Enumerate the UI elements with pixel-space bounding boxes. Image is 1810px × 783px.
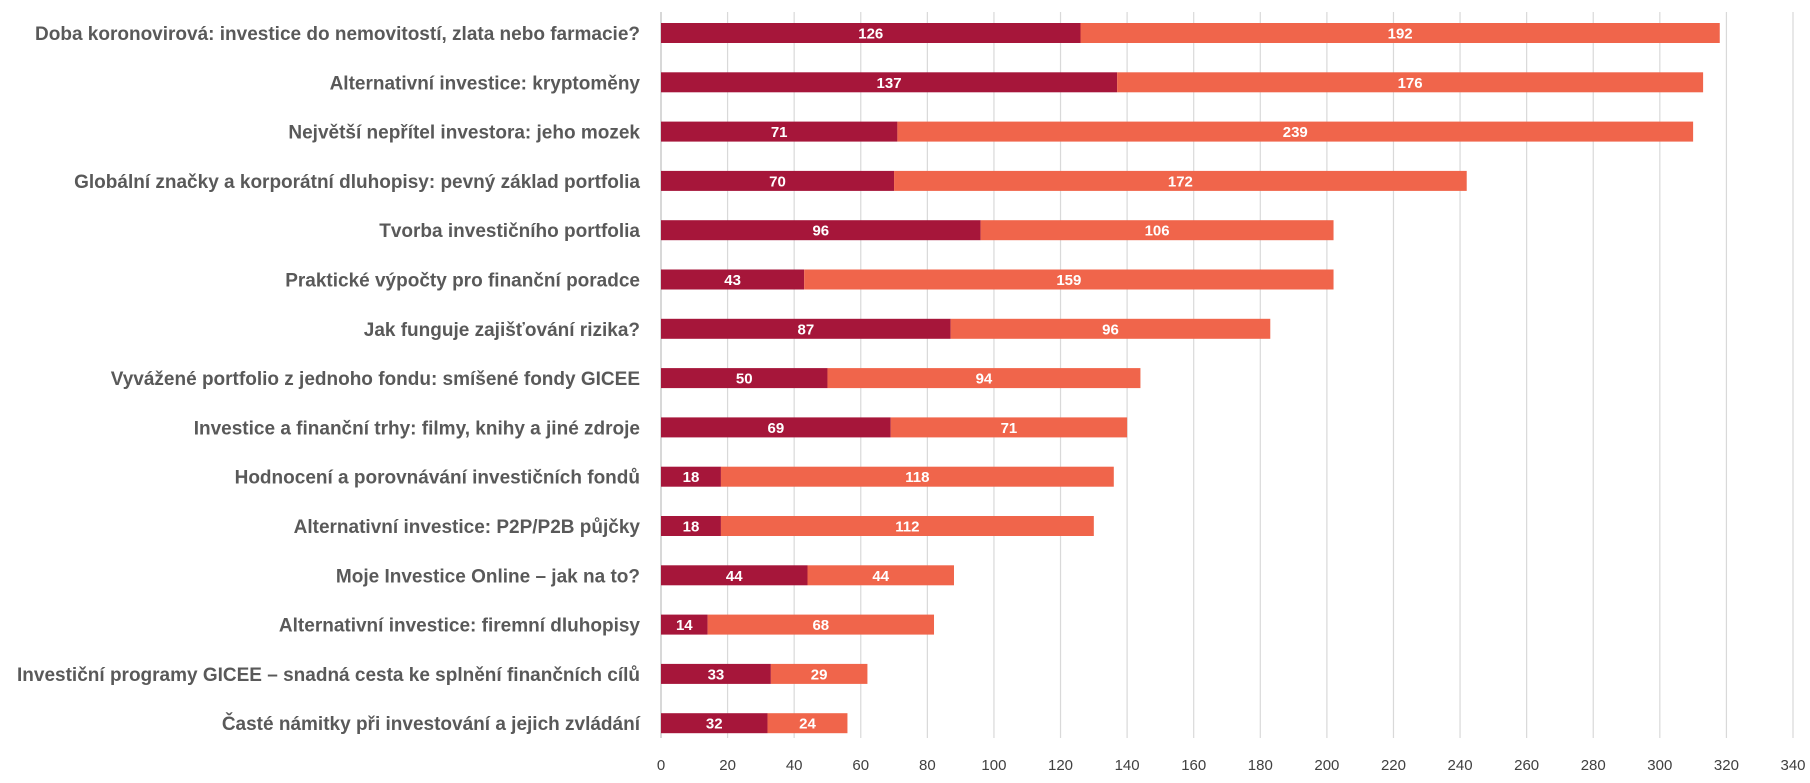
data-label: 176: [1398, 75, 1423, 92]
data-label: 44: [872, 568, 889, 585]
bar-segment-series-2: [827, 368, 1141, 389]
data-label: 33: [708, 666, 725, 683]
bar-segment-series-2: [897, 121, 1694, 142]
category-label: Největší nepřítel investora: jeho mozek: [288, 123, 640, 144]
data-labels: 126 192 137 176 71 239 70 172 96 106 43 159 87 96 50 94…: [676, 26, 1423, 733]
bar-segment-series-2: [894, 170, 1467, 191]
data-label: 24: [799, 716, 816, 733]
data-label: 126: [858, 26, 883, 43]
data-label: 192: [1388, 26, 1413, 43]
bar-segment-series-2: [720, 466, 1114, 487]
data-label: 106: [1145, 223, 1170, 240]
category-label: Hodnocení a porovnávání investičních fon…: [235, 468, 640, 489]
x-tick-label: 160: [1181, 757, 1206, 774]
bar-segment-series-1: [661, 614, 708, 635]
bar-segment-series-2: [950, 318, 1271, 339]
x-tick-label: 20: [719, 757, 736, 774]
bar-segment-series-2: [707, 614, 935, 635]
bar-segment-series-1: [661, 220, 981, 241]
x-tick-label: 260: [1514, 757, 1539, 774]
data-label: 50: [736, 371, 753, 388]
data-label: 18: [683, 469, 700, 486]
x-tick-label: 40: [786, 757, 803, 774]
data-label: 71: [1001, 420, 1018, 437]
data-label: 159: [1056, 272, 1081, 289]
data-label: 69: [768, 420, 785, 437]
bar-segment-series-1: [661, 466, 721, 487]
data-label: 172: [1168, 173, 1193, 190]
bar-segment-series-1: [661, 318, 951, 339]
bar-segment-series-1: [661, 713, 768, 734]
data-label: 87: [797, 321, 814, 338]
bar-segment-series-2: [980, 220, 1334, 241]
bar-segment-series-1: [661, 23, 1081, 43]
category-label: Globální značky a korporátní dluhopisy: …: [74, 172, 640, 193]
category-label: Investice a finanční trhy: filmy, knihy …: [194, 418, 640, 439]
category-label: Doba koronovirová: investice do nemovito…: [35, 24, 640, 45]
category-label: Alternativní investice: kryptoměny: [330, 73, 641, 94]
x-tick-label: 100: [981, 757, 1006, 774]
category-label: Alternativní investice: firemní dluhopis…: [279, 616, 641, 637]
category-label: Vyvážené portfolio z jednoho fondu: smíš…: [111, 369, 640, 390]
x-tick-label: 140: [1115, 757, 1140, 774]
category-label: Časté námitky při investování a jejich z…: [222, 713, 641, 735]
bar-segment-series-1: [661, 170, 895, 191]
data-label: 32: [706, 716, 723, 733]
bars: [661, 23, 1720, 734]
data-label: 96: [812, 223, 829, 240]
data-label: 68: [812, 617, 829, 634]
x-tick-label: 340: [1780, 757, 1805, 774]
x-tick-label: 320: [1714, 757, 1739, 774]
x-tick-label: 300: [1647, 757, 1672, 774]
category-label: Praktické výpočty pro finanční poradce: [285, 271, 640, 292]
x-axis-ticks: 0 20 40 60 80 100 120 140 160 180 200 220 240 260 280 3…: [657, 757, 1806, 774]
x-tick-label: 180: [1248, 757, 1273, 774]
bar-segment-series-1: [661, 663, 771, 684]
category-label: Investiční programy GICEE – snadná cesta…: [17, 665, 640, 686]
bar-segment-series-2: [1117, 72, 1704, 93]
bar-segment-series-1: [661, 269, 805, 290]
category-label: Alternativní investice: P2P/P2B půjčky: [294, 517, 641, 538]
x-tick-label: 80: [919, 757, 936, 774]
bar-segment-series-2: [1080, 23, 1720, 43]
data-label: 70: [769, 173, 786, 190]
data-label: 71: [771, 124, 788, 141]
data-label: 44: [726, 568, 743, 585]
bar-segment-series-1: [661, 565, 808, 586]
data-label: 112: [895, 519, 919, 536]
bar-segment-series-2: [890, 417, 1128, 438]
bar-segment-series-1: [661, 368, 828, 389]
bar-segment-series-2: [720, 516, 1094, 536]
x-tick-label: 220: [1381, 757, 1406, 774]
bar-segment-series-2: [770, 663, 868, 684]
x-tick-label: 240: [1448, 757, 1473, 774]
x-tick-label: 60: [852, 757, 869, 774]
data-label: 14: [676, 617, 693, 634]
bar-segment-series-1: [661, 417, 891, 438]
bar-segment-series-2: [804, 269, 1334, 290]
data-label: 18: [683, 519, 700, 536]
category-label: Jak funguje zajišťování rizika?: [364, 320, 640, 341]
bar-segment-series-1: [661, 516, 721, 536]
bar-segment-series-2: [807, 565, 954, 586]
category-labels: Doba koronovirová: investice do nemovito…: [17, 24, 641, 735]
x-tick-label: 120: [1048, 757, 1073, 774]
x-tick-label: 280: [1581, 757, 1606, 774]
x-tick-label: 200: [1314, 757, 1339, 774]
data-label: 118: [905, 469, 929, 486]
bar-segment-series-1: [661, 121, 898, 142]
x-tick-label: 0: [657, 757, 665, 774]
data-label: 43: [724, 272, 741, 289]
data-label: 239: [1283, 124, 1308, 141]
category-label: Moje Investice Online – jak na to?: [336, 566, 640, 587]
data-label: 137: [877, 75, 902, 92]
data-label: 29: [811, 666, 828, 683]
bar-segment-series-2: [767, 713, 848, 734]
bar-segment-series-1: [661, 72, 1118, 93]
data-label: 94: [976, 371, 993, 388]
category-label: Tvorba investičního portfolia: [379, 221, 640, 242]
data-label: 96: [1102, 321, 1119, 338]
